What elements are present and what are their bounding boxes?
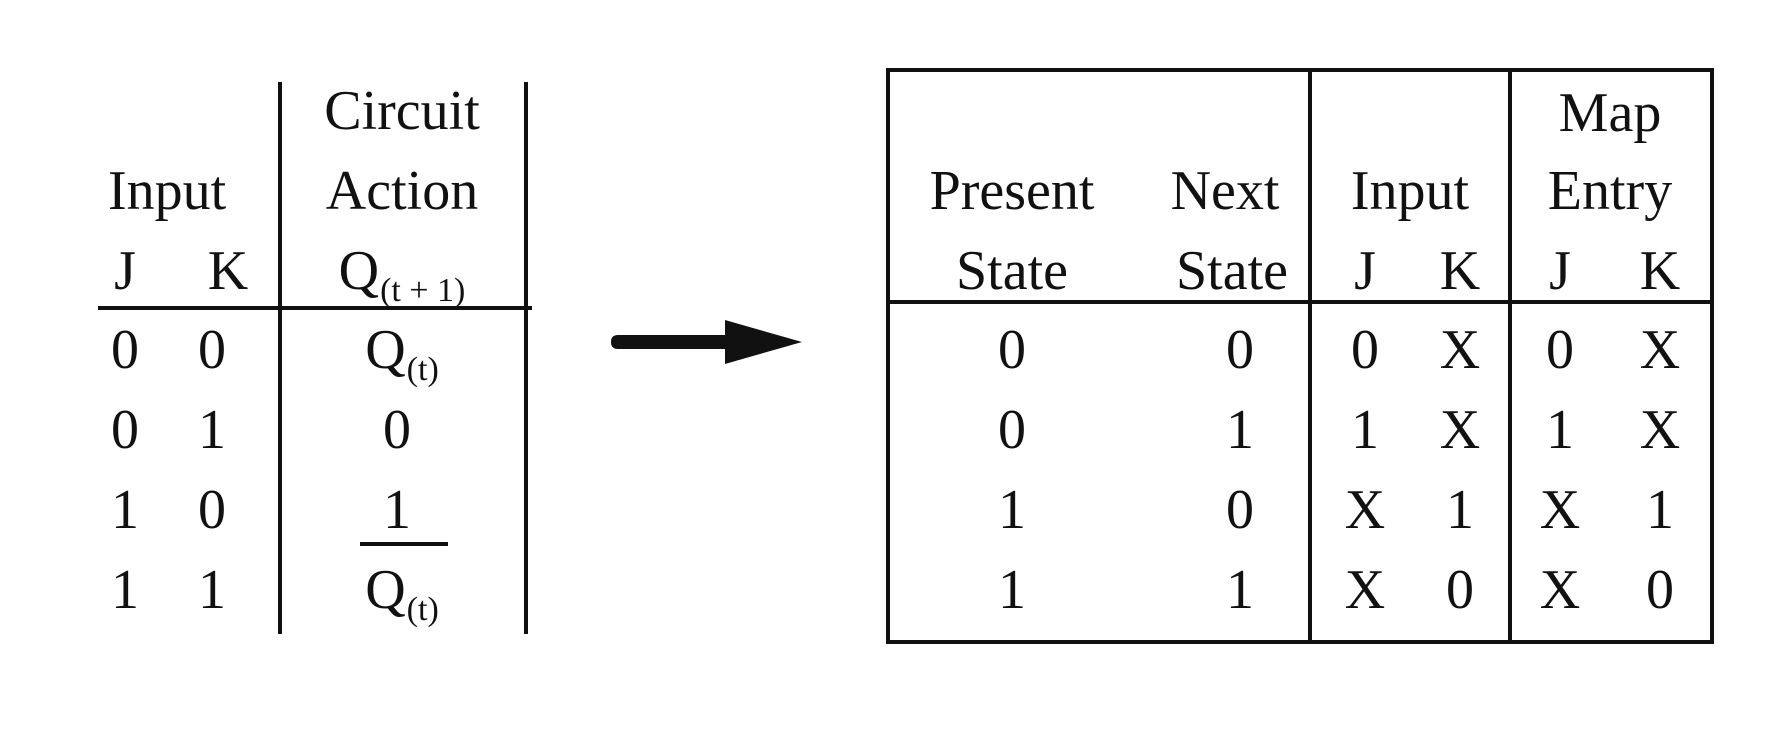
map-k-value: X	[1639, 399, 1681, 461]
k-value: 1	[1446, 479, 1474, 541]
column-divider	[1508, 68, 1512, 644]
k-value: 0	[198, 479, 226, 541]
next-value: 0	[1226, 479, 1254, 541]
map-j-label: J	[1549, 240, 1571, 302]
k-value: 1	[198, 399, 226, 461]
right-arrow-icon	[611, 320, 802, 364]
map-k-value: 0	[1646, 559, 1674, 621]
present-state-label-2: State	[956, 240, 1068, 302]
col-j-label: J	[114, 240, 136, 302]
input-label: Input	[108, 160, 227, 222]
next-value: 1	[1226, 559, 1254, 621]
next-state-label: Q(t + 1)	[338, 240, 466, 309]
table-right-border	[524, 82, 528, 634]
entry-label: Entry	[1547, 160, 1673, 222]
present-value: 0	[998, 319, 1026, 381]
present-value: 1	[998, 559, 1026, 621]
header-rule	[886, 300, 1714, 304]
k-value: 0	[198, 319, 226, 381]
column-divider	[278, 82, 282, 634]
present-value: 0	[998, 399, 1026, 461]
complement-overbar	[360, 542, 448, 546]
map-j-value: 0	[1546, 319, 1574, 381]
k-value: X	[1439, 319, 1481, 381]
j-value: X	[1344, 479, 1386, 541]
j-value: 1	[111, 559, 139, 621]
j-value: 1	[111, 479, 139, 541]
col-k-label: K	[207, 240, 249, 302]
next-value: 0	[1226, 319, 1254, 381]
map-j-value: X	[1539, 559, 1581, 621]
input-j-label: J	[1354, 240, 1376, 302]
map-k-value: X	[1639, 319, 1681, 381]
next-state-label-2: State	[1176, 240, 1288, 302]
map-j-value: 1	[1546, 399, 1574, 461]
input-label: Input	[1350, 160, 1470, 222]
q-value: 0	[383, 399, 411, 461]
k-value: X	[1439, 399, 1481, 461]
k-value: 0	[1446, 559, 1474, 621]
k-value: 1	[198, 559, 226, 621]
map-k-value: 1	[1646, 479, 1674, 541]
column-divider	[1308, 68, 1312, 644]
map-label: Map	[1558, 82, 1662, 144]
j-value: 0	[1351, 319, 1379, 381]
header-rule	[98, 306, 532, 310]
input-k-label: K	[1439, 240, 1481, 302]
j-value: 0	[111, 319, 139, 381]
next-state-label: Next	[1170, 160, 1280, 222]
j-value: X	[1344, 559, 1386, 621]
q-complement-value: Q(t)	[365, 559, 439, 628]
next-value: 1	[1226, 399, 1254, 461]
map-j-value: X	[1539, 479, 1581, 541]
present-value: 1	[998, 479, 1026, 541]
q-value: 1	[383, 479, 411, 541]
j-value: 0	[111, 399, 139, 461]
table-border	[886, 68, 1714, 644]
map-k-label: K	[1639, 240, 1681, 302]
action-label: Action	[325, 160, 479, 222]
q-value: Q(t)	[365, 319, 439, 388]
present-state-label: Present	[929, 160, 1095, 222]
circuit-label: Circuit	[324, 80, 480, 142]
j-value: 1	[1351, 399, 1379, 461]
